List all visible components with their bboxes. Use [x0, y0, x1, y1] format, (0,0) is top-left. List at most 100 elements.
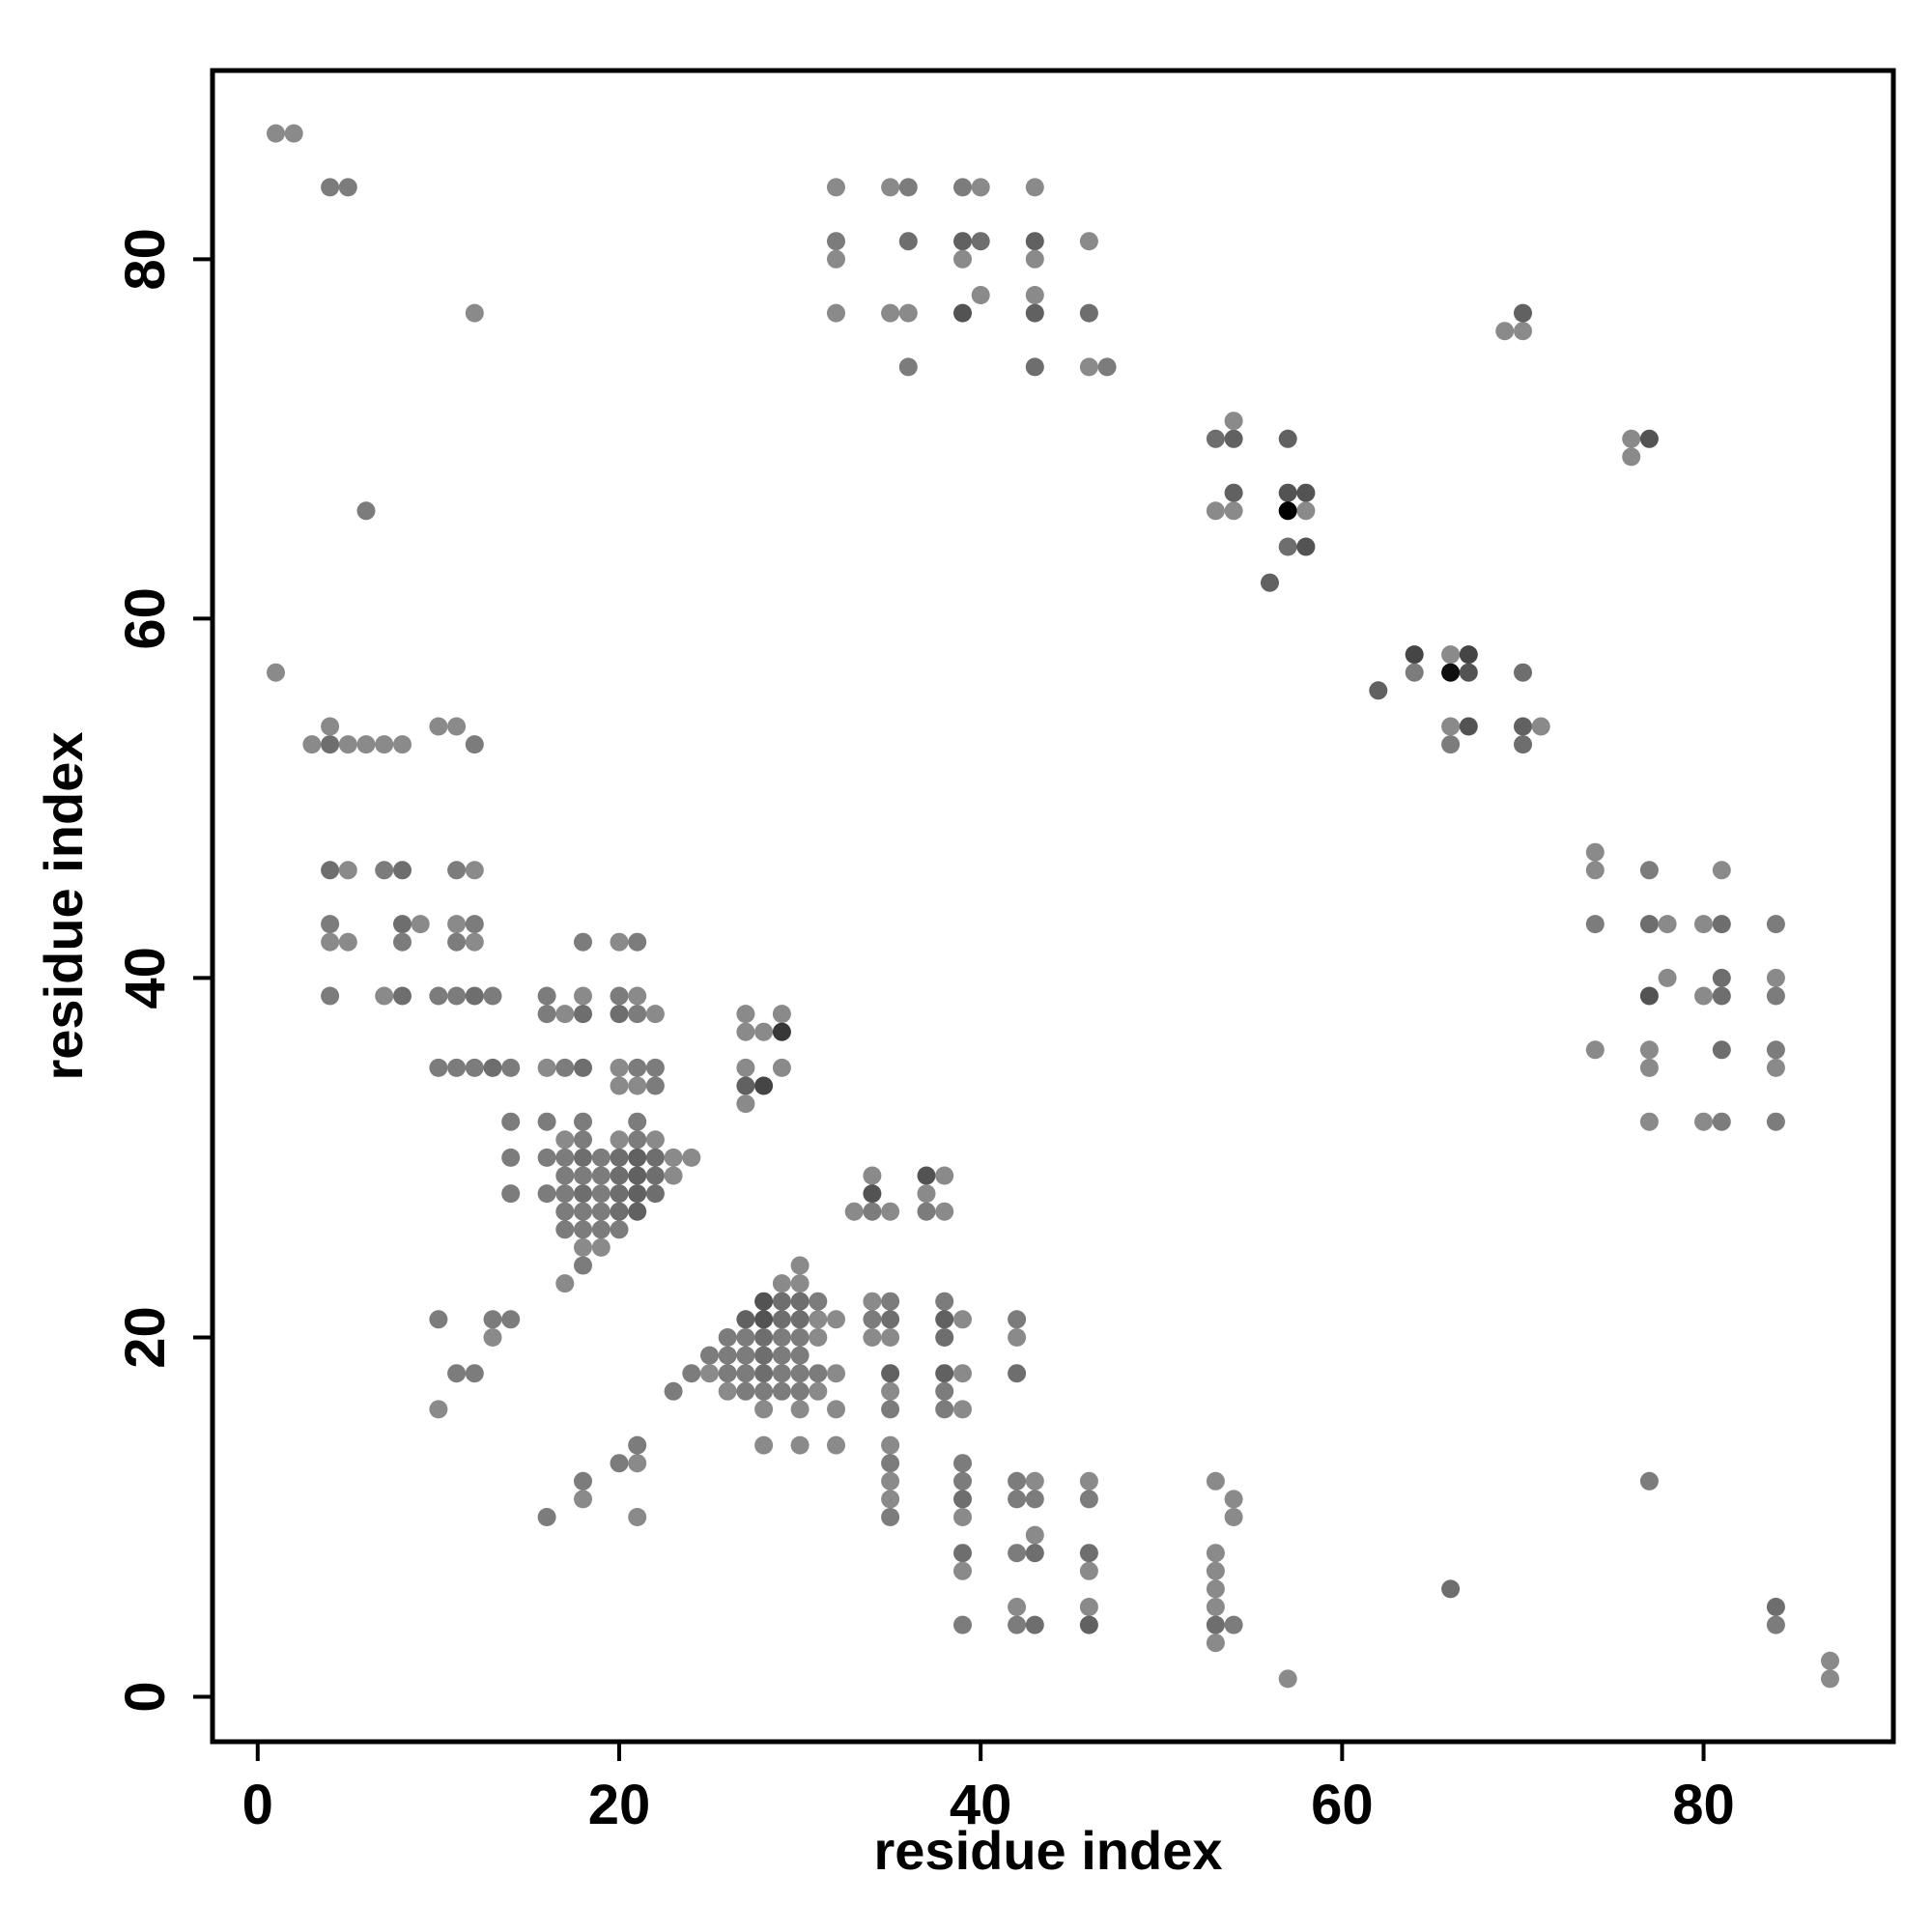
- data-point: [465, 861, 484, 880]
- data-point: [736, 1058, 755, 1077]
- data-point: [1278, 537, 1297, 556]
- data-point: [718, 1346, 737, 1365]
- data-point: [574, 1471, 592, 1491]
- data-point: [1079, 232, 1098, 251]
- data-point: [429, 717, 448, 736]
- data-point: [881, 1381, 900, 1401]
- data-point: [574, 1220, 592, 1239]
- data-point: [1514, 303, 1532, 323]
- data-point: [1008, 1471, 1027, 1491]
- data-point: [1079, 357, 1098, 377]
- data-point: [1008, 1615, 1027, 1634]
- data-point: [700, 1346, 719, 1365]
- data-point: [537, 1508, 556, 1526]
- data-point: [1079, 1490, 1098, 1509]
- data-point: [591, 1148, 611, 1167]
- data-point: [772, 1005, 791, 1024]
- data-point: [1712, 986, 1731, 1006]
- data-point: [574, 1237, 592, 1257]
- data-point: [465, 1364, 484, 1383]
- data-point: [465, 1058, 484, 1077]
- data-point: [1694, 915, 1713, 934]
- data-point: [628, 1058, 647, 1077]
- data-point: [465, 303, 484, 323]
- data-point: [1622, 447, 1641, 467]
- data-point: [863, 1310, 882, 1329]
- data-point: [628, 1130, 647, 1150]
- data-point: [1025, 249, 1044, 269]
- data-point: [537, 986, 556, 1006]
- data-point: [1821, 1669, 1839, 1689]
- data-point: [338, 861, 357, 880]
- data-point: [321, 915, 340, 934]
- data-point: [1025, 286, 1044, 304]
- y-tick-label: 80: [114, 228, 177, 291]
- data-point: [935, 1166, 954, 1185]
- data-point: [429, 1058, 448, 1077]
- data-point: [953, 1310, 972, 1329]
- data-point: [809, 1364, 828, 1383]
- data-point: [393, 932, 412, 952]
- data-point: [1224, 429, 1243, 448]
- data-point: [1639, 915, 1659, 934]
- x-axis: 0 20 40 60 80: [242, 1742, 1735, 1836]
- data-point: [754, 1400, 774, 1419]
- data-point: [953, 1400, 972, 1419]
- data-point: [736, 1310, 755, 1329]
- data-point: [1278, 483, 1297, 502]
- data-point: [953, 232, 972, 251]
- data-point: [827, 178, 845, 197]
- plot-frame: [210, 68, 1896, 1745]
- data-point: [1585, 915, 1605, 934]
- data-point: [953, 178, 972, 197]
- data-point: [1206, 1471, 1225, 1491]
- data-point: [375, 735, 394, 754]
- data-point: [574, 1112, 592, 1131]
- data-point: [501, 1184, 521, 1204]
- data-point: [1712, 915, 1731, 934]
- data-point: [1639, 1112, 1659, 1131]
- data-point: [628, 1005, 647, 1024]
- data-point: [465, 986, 484, 1006]
- data-point: [537, 1184, 556, 1204]
- data-point: [1821, 1651, 1839, 1670]
- data-point: [1296, 537, 1316, 556]
- data-point: [917, 1166, 936, 1185]
- data-point: [483, 1310, 502, 1329]
- data-point: [917, 1202, 936, 1221]
- data-point: [610, 1148, 629, 1167]
- data-point: [645, 1005, 665, 1024]
- data-point: [1639, 861, 1659, 880]
- data-point: [610, 1005, 629, 1024]
- data-point: [863, 1166, 882, 1185]
- data-point: [555, 1202, 575, 1221]
- data-point: [881, 178, 900, 197]
- data-point: [935, 1328, 954, 1347]
- data-point: [809, 1310, 828, 1329]
- data-point: [736, 1076, 755, 1095]
- data-point: [736, 1094, 755, 1114]
- data-point: [610, 1454, 629, 1473]
- data-point: [574, 986, 592, 1006]
- data-point: [772, 1346, 791, 1365]
- data-point: [953, 1454, 972, 1473]
- data-point: [718, 1381, 737, 1401]
- data-point: [827, 303, 845, 323]
- data-point: [645, 1166, 665, 1185]
- data-point: [1441, 735, 1461, 754]
- data-point: [284, 124, 303, 143]
- data-point: [1766, 1112, 1785, 1131]
- data-point: [555, 1148, 575, 1167]
- data-point: [537, 1058, 556, 1077]
- data-point: [898, 357, 918, 377]
- data-point: [772, 1310, 791, 1329]
- data-point: [736, 1364, 755, 1383]
- data-point: [1025, 1544, 1044, 1563]
- data-point: [1766, 1615, 1785, 1634]
- data-point: [1658, 915, 1677, 934]
- data-point: [863, 1328, 882, 1347]
- data-point: [628, 932, 647, 952]
- data-point: [267, 663, 285, 682]
- data-point: [610, 1130, 629, 1150]
- data-point: [736, 1381, 755, 1401]
